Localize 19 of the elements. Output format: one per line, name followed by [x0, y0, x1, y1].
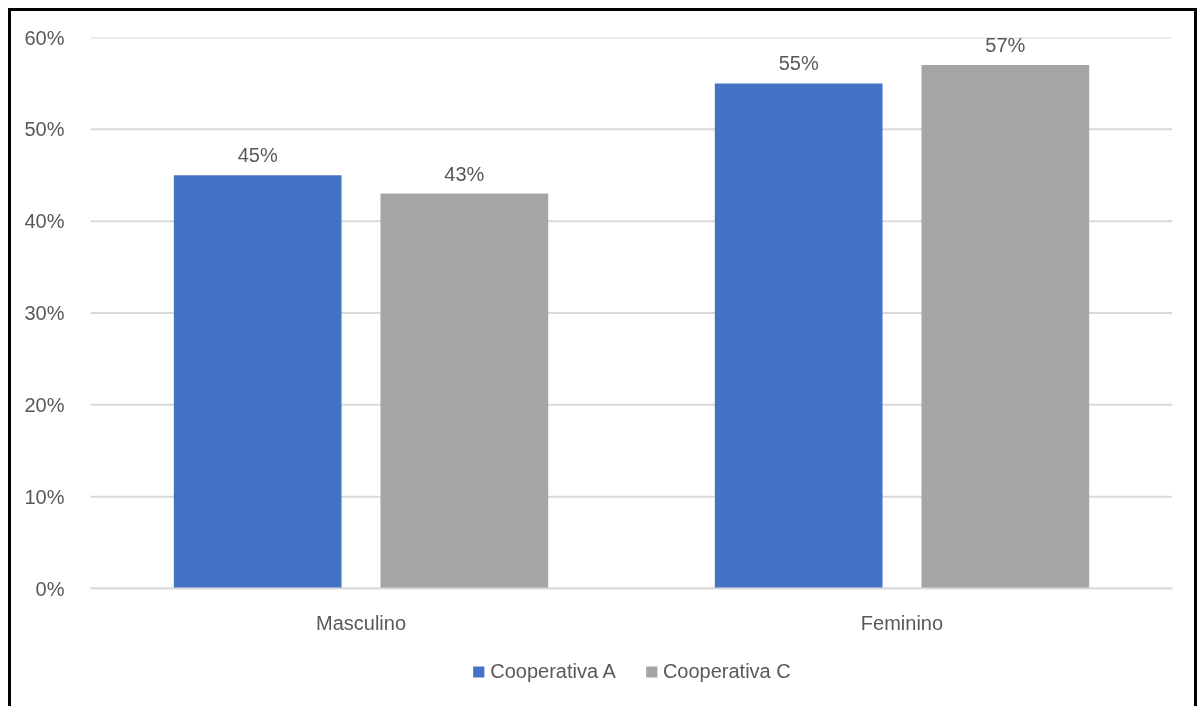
x-tick-label: Masculino: [315, 611, 407, 634]
y-tick-label: 10%: [24, 485, 65, 508]
y-tick-label: 50%: [24, 118, 65, 141]
legend-label: Cooperativa A: [490, 659, 616, 683]
data-label: 57%: [985, 34, 1026, 57]
y-tick-label: 30%: [24, 302, 65, 324]
y-tick-label: 20%: [24, 393, 65, 416]
bar: [714, 83, 883, 589]
y-tick-label: 0%: [35, 577, 65, 600]
y-tick-label: 60%: [24, 26, 65, 49]
legend-label: Cooperativa C: [662, 659, 791, 683]
data-label: 43%: [444, 162, 485, 185]
bar: [380, 193, 549, 589]
y-tick-label: 40%: [24, 210, 65, 233]
bar: [921, 65, 1090, 589]
data-label: 45%: [237, 144, 278, 167]
bar: [173, 175, 342, 589]
data-label: 55%: [778, 52, 819, 75]
x-tick-label: Feminino: [860, 611, 944, 634]
